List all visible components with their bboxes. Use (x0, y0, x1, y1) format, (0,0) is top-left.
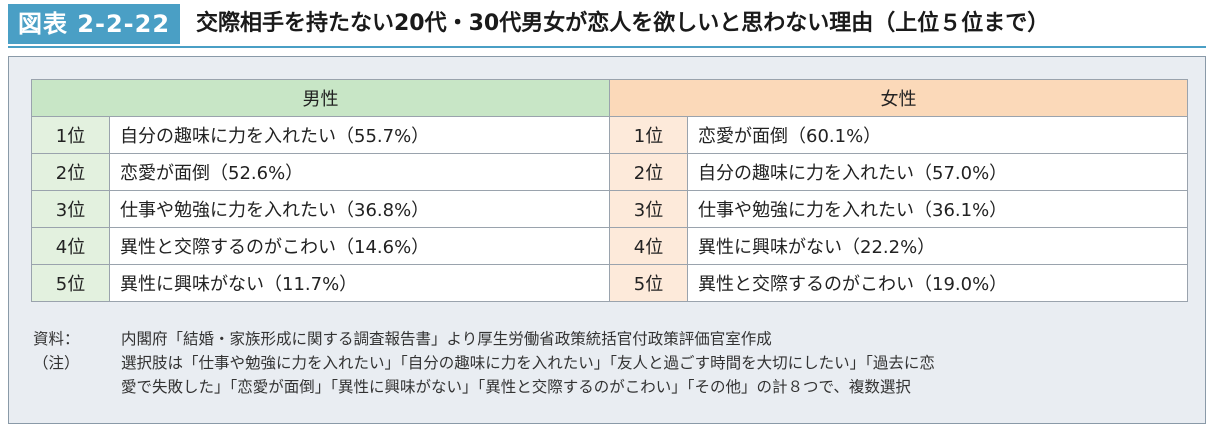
female-header: 女性 (609, 79, 1188, 117)
figure-header: 図表 2-2-22 交際相手を持たない20代・30代男女が恋人を欲しいと思わない… (0, 0, 1214, 48)
female-reason: 異性と交際するのがこわい（19.0%） (687, 264, 1188, 302)
male-header: 男性 (31, 79, 610, 117)
female-rank: 1位 (609, 116, 688, 154)
source-key: 資料： (33, 330, 80, 348)
notes: 資料： 内閣府「結婚・家族形成に関する調査報告書」より厚生労働省政策統括官付政策評… (33, 327, 1193, 399)
female-rank: 3位 (609, 190, 688, 228)
female-reason: 自分の趣味に力を入れたい（57.0%） (687, 153, 1188, 191)
male-rank: 4位 (31, 227, 110, 265)
footnote: （注） 選択肢は「仕事や勉強に力を入れたい」「自分の趣味に力を入れたい」「友人と過… (33, 351, 1193, 375)
table-row: 1位 自分の趣味に力を入れたい（55.7%） 1位 恋愛が面倒（60.1%） (31, 116, 1188, 154)
figure-label: 図表 2-2-22 (8, 4, 180, 44)
female-reason: 異性に興味がない（22.2%） (687, 227, 1188, 265)
figure-panel: 男性 女性 1位 自分の趣味に力を入れたい（55.7%） 1位 恋愛が面倒（60… (8, 56, 1206, 424)
table-row: 4位 異性と交際するのがこわい（14.6%） 4位 異性に興味がない（22.2%… (31, 227, 1188, 265)
table-header-row: 男性 女性 (31, 79, 1188, 117)
male-rank: 2位 (31, 153, 110, 191)
male-rank: 3位 (31, 190, 110, 228)
female-reason: 仕事や勉強に力を入れたい（36.1%） (687, 190, 1188, 228)
source-text: 内閣府「結婚・家族形成に関する調査報告書」より厚生労働省政策統括官付政策評価官室… (121, 330, 772, 348)
figure-title: 交際相手を持たない20代・30代男女が恋人を欲しいと思わない理由（上位５位まで） (196, 11, 1050, 36)
table-row: 3位 仕事や勉強に力を入れたい（36.8%） 3位 仕事や勉強に力を入れたい（3… (31, 190, 1188, 228)
table-row: 2位 恋愛が面倒（52.6%） 2位 自分の趣味に力を入れたい（57.0%） (31, 153, 1188, 191)
male-reason: 自分の趣味に力を入れたい（55.7%） (109, 116, 610, 154)
ranking-table: 男性 女性 1位 自分の趣味に力を入れたい（55.7%） 1位 恋愛が面倒（60… (31, 79, 1188, 302)
female-rank: 4位 (609, 227, 688, 265)
note-key: （注） (33, 354, 80, 372)
female-rank: 5位 (609, 264, 688, 302)
male-reason: 仕事や勉強に力を入れたい（36.8%） (109, 190, 610, 228)
table-row: 5位 異性に興味がない（11.7%） 5位 異性と交際するのがこわい（19.0%… (31, 264, 1188, 302)
male-reason: 異性に興味がない（11.7%） (109, 264, 610, 302)
male-reason: 異性と交際するのがこわい（14.6%） (109, 227, 610, 265)
female-rank: 2位 (609, 153, 688, 191)
female-reason: 恋愛が面倒（60.1%） (687, 116, 1188, 154)
male-reason: 恋愛が面倒（52.6%） (109, 153, 610, 191)
male-rank: 5位 (31, 264, 110, 302)
header-rule (8, 46, 1206, 48)
note-line-1: 選択肢は「仕事や勉強に力を入れたい」「自分の趣味に力を入れたい」「友人と過ごす時… (121, 354, 935, 372)
note-line-2: 愛で失敗した」「恋愛が面倒」「異性に興味がない」「異性と交際するのがこわい」「そ… (121, 378, 911, 396)
male-rank: 1位 (31, 116, 110, 154)
source-note: 資料： 内閣府「結婚・家族形成に関する調査報告書」より厚生労働省政策統括官付政策評… (33, 327, 1193, 351)
